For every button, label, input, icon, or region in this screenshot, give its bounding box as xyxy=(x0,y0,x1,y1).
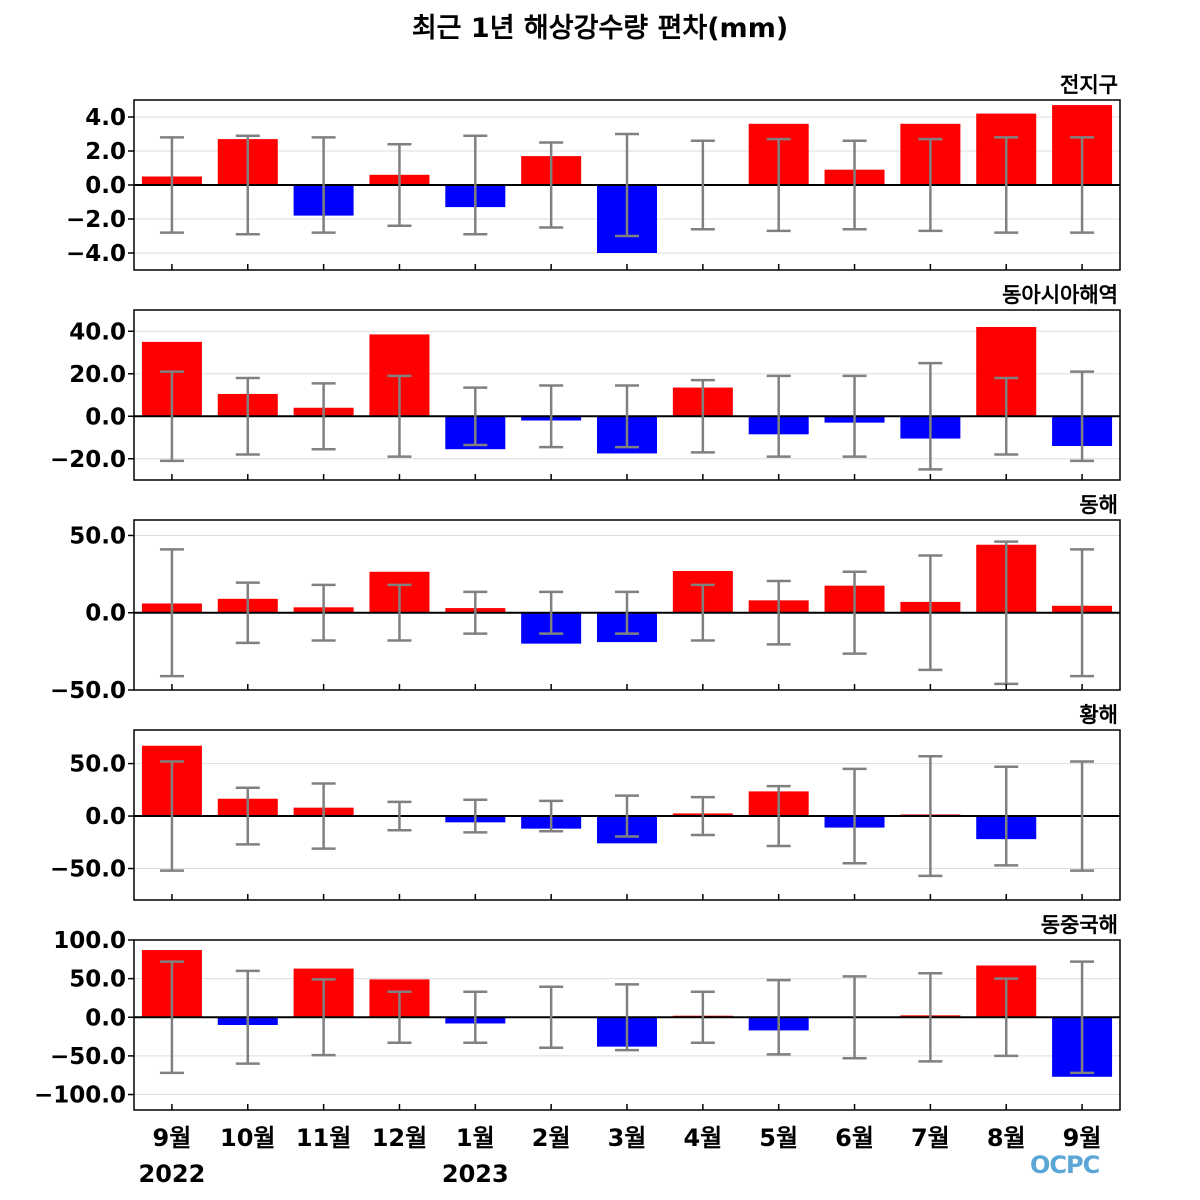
x-tick-label: 7월 xyxy=(911,1124,950,1152)
ocpc-logo: OCPC xyxy=(1030,1151,1100,1179)
panel-name-1: 동아시아해역 xyxy=(1002,283,1118,307)
x-tick-label: 1월 xyxy=(456,1124,495,1152)
x-tick-label: 2월 xyxy=(532,1124,571,1152)
x-tick-label: 10월 xyxy=(220,1124,275,1152)
x-tick-label: 12월 xyxy=(372,1124,427,1152)
x-tick-label: 5월 xyxy=(759,1124,798,1152)
y-tick-label: 0.0 xyxy=(85,804,126,830)
y-tick-label: 20.0 xyxy=(69,362,126,388)
x-tick-label: 8월 xyxy=(987,1124,1026,1152)
y-tick-label: 100.0 xyxy=(53,928,126,954)
y-tick-label: −100.0 xyxy=(34,1083,126,1109)
y-tick-label: −50.0 xyxy=(50,678,126,704)
panel-name-4: 동중국해 xyxy=(1041,913,1118,937)
y-tick-label: −20.0 xyxy=(50,447,126,473)
y-tick-label: −2.0 xyxy=(66,207,126,233)
y-tick-label: 4.0 xyxy=(85,105,126,131)
x-tick-label: 9월 xyxy=(1063,1124,1102,1152)
y-tick-label: −50.0 xyxy=(50,857,126,883)
panel-name-0: 전지구 xyxy=(1060,73,1118,97)
y-tick-label: 40.0 xyxy=(69,319,126,345)
y-tick-label: 0.0 xyxy=(85,601,126,627)
page-title: 최근 1년 해상강수량 편차(mm) xyxy=(411,13,789,44)
y-tick-label: 50.0 xyxy=(69,752,126,778)
y-tick-label: 0.0 xyxy=(85,173,126,199)
x-tick-label: 4월 xyxy=(683,1124,722,1152)
y-tick-label: 50.0 xyxy=(69,967,126,993)
x-tick-label: 6월 xyxy=(835,1124,874,1152)
x-tick-label: 11월 xyxy=(296,1124,351,1152)
panel-name-2: 동해 xyxy=(1079,493,1118,517)
x-tick-label: 3월 xyxy=(608,1124,647,1152)
year-label: 2023 xyxy=(442,1160,509,1188)
y-tick-label: 2.0 xyxy=(85,139,126,165)
y-tick-label: 0.0 xyxy=(85,1005,126,1031)
y-tick-label: −50.0 xyxy=(50,1044,126,1070)
y-tick-label: 50.0 xyxy=(69,523,126,549)
panel-name-3: 황해 xyxy=(1079,703,1118,727)
x-tick-label: 9월 xyxy=(153,1124,192,1152)
y-tick-label: 0.0 xyxy=(85,404,126,430)
y-tick-label: −4.0 xyxy=(66,241,126,267)
year-label: 2022 xyxy=(139,1160,206,1188)
